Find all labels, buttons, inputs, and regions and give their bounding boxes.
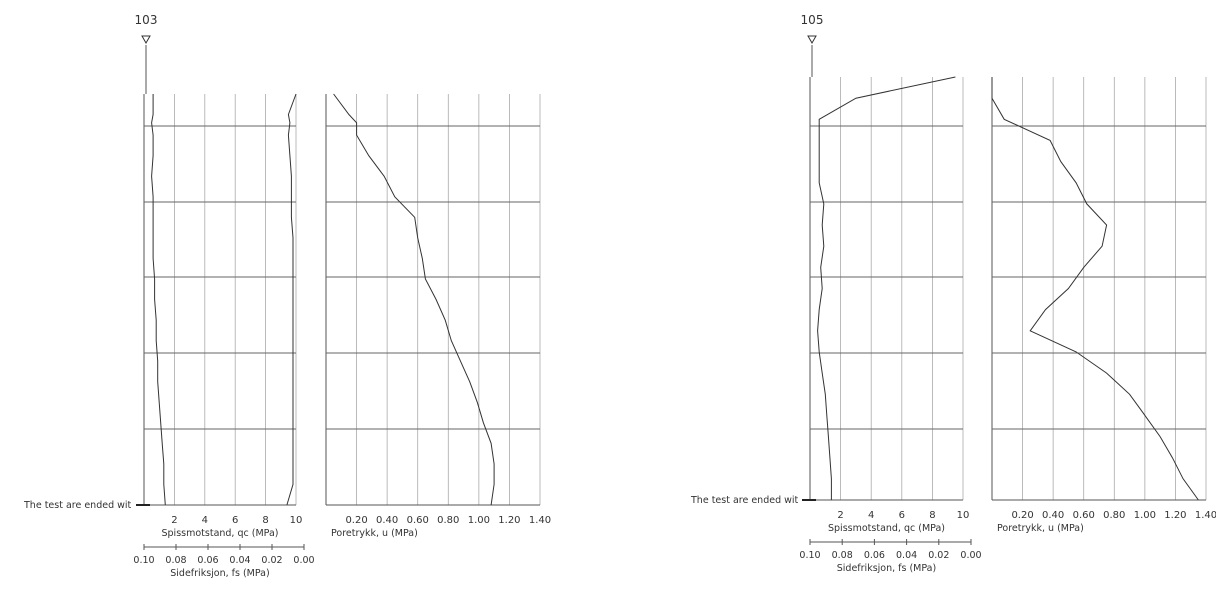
fs-tick-label: 0.02 (928, 550, 949, 561)
u-series-line (333, 93, 495, 506)
qc-axis-label: Spissmotstand, qc (MPa) (162, 528, 279, 539)
fs-tick-label: 0.08 (832, 550, 853, 561)
u-series-line (991, 77, 1199, 501)
fs-tick-label: 0.06 (864, 550, 885, 561)
qc-tick-label: 8 (929, 510, 935, 521)
u-tick-label: 1.00 (468, 515, 490, 526)
fs-tick-label: 0.00 (960, 550, 981, 561)
fs-series-line (286, 93, 297, 506)
u-tick-label: 0.40 (1042, 510, 1064, 521)
u-tick-label: 1.20 (1164, 510, 1186, 521)
qc-series-line (151, 94, 166, 506)
fs-axis-label: Sidefriksjon, fs (MPa) (170, 568, 269, 579)
qc-tick-label: 4 (202, 515, 208, 526)
fs-tick-label: 0.04 (229, 555, 250, 566)
fs-tick-label: 0.02 (261, 555, 282, 566)
u-tick-label: 0.40 (376, 515, 398, 526)
qc-series-line (817, 76, 956, 500)
u-tick-label: 1.20 (498, 515, 520, 526)
u-tick-label: 1.40 (1195, 510, 1216, 521)
u-tick-label: 0.80 (437, 515, 459, 526)
borehole-id: 103 (135, 13, 158, 27)
fs-tick-label: 0.10 (799, 550, 820, 561)
borehole-id: 105 (801, 13, 824, 27)
qc-tick-label: 10 (290, 515, 303, 526)
u-tick-label: 1.40 (529, 515, 551, 526)
u-tick-label: 0.20 (1011, 510, 1033, 521)
qc-tick-label: 6 (232, 515, 238, 526)
end-note: The test are ended wit (23, 500, 132, 511)
fs-tick-label: 0.06 (197, 555, 218, 566)
u-tick-label: 0.60 (407, 515, 429, 526)
u-tick-label: 1.00 (1134, 510, 1156, 521)
fs-tick-label: 0.08 (165, 555, 186, 566)
fs-tick-label: 0.04 (896, 550, 917, 561)
fs-axis-label: Sidefriksjon, fs (MPa) (837, 563, 936, 574)
qc-tick-label: 6 (899, 510, 905, 521)
qc-tick-label: 2 (837, 510, 843, 521)
u-axis-label: Poretrykk, u (MPa) (331, 528, 418, 539)
groundwater-marker-icon (807, 35, 817, 45)
qc-tick-label: 2 (171, 515, 177, 526)
qc-axis-label: Spissmotstand, qc (MPa) (828, 523, 945, 534)
groundwater-marker-icon (141, 35, 151, 45)
fs-tick-label: 0.00 (293, 555, 314, 566)
u-tick-label: 0.80 (1103, 510, 1125, 521)
qc-tick-label: 10 (957, 510, 970, 521)
qc-tick-label: 8 (262, 515, 268, 526)
qc-tick-label: 4 (868, 510, 874, 521)
u-axis-label: Poretrykk, u (MPa) (997, 523, 1084, 534)
end-note: The test are ended wit (690, 495, 799, 506)
u-tick-label: 0.60 (1073, 510, 1095, 521)
u-tick-label: 0.20 (345, 515, 367, 526)
fs-tick-label: 0.10 (133, 555, 154, 566)
